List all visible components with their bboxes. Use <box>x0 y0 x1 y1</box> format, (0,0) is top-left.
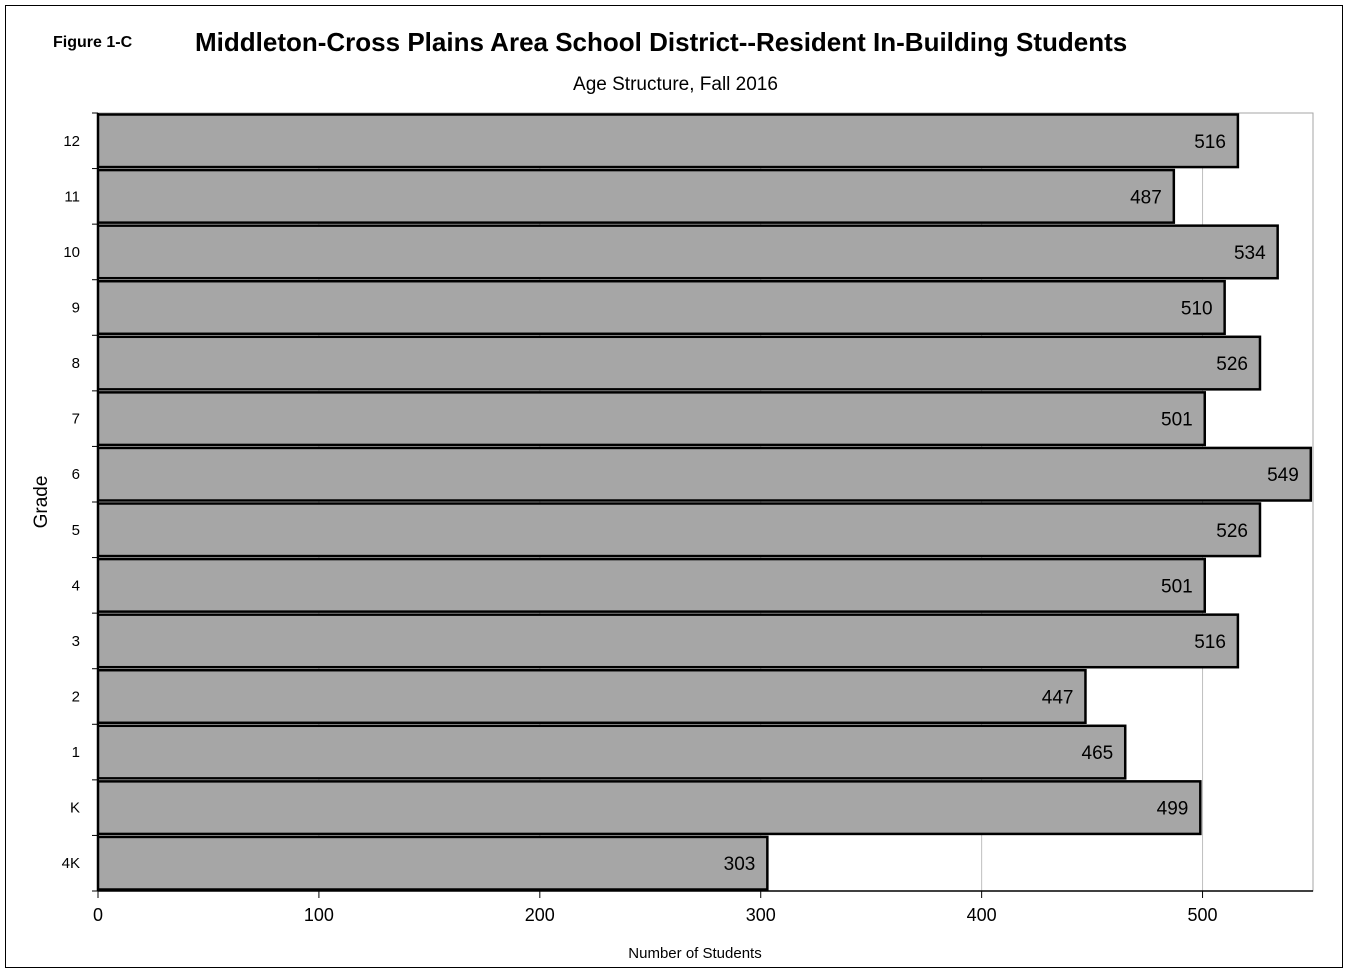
bars: 303 499 465 447 516 501 526 549 501 526 510 534 487 5… <box>96 113 1313 891</box>
y-tick-label: 12 <box>63 133 80 150</box>
bar <box>96 335 1262 391</box>
data-label: 501 <box>1161 576 1193 597</box>
data-label: 526 <box>1216 521 1248 542</box>
bar <box>96 279 1226 336</box>
y-tick-label: K <box>70 800 80 817</box>
y-tick-label: 5 <box>72 522 80 539</box>
data-label: 487 <box>1130 187 1162 208</box>
data-label: 447 <box>1042 688 1074 709</box>
bar <box>96 780 1202 836</box>
x-axis-label: Number of Students <box>628 945 761 962</box>
data-label: 501 <box>1161 410 1193 431</box>
y-tick-label: 11 <box>64 188 80 205</box>
data-label: 465 <box>1082 743 1114 764</box>
data-label: 499 <box>1157 799 1189 820</box>
y-tick-label: 4K <box>62 855 80 872</box>
y-tick-label: 6 <box>72 466 80 483</box>
bar <box>96 446 1313 502</box>
data-label: 516 <box>1194 632 1226 653</box>
x-tick-label: 100 <box>304 905 334 925</box>
figure-label: Figure 1-C <box>53 34 133 51</box>
x-tick-label: 500 <box>1188 905 1218 925</box>
y-tick-label: 2 <box>72 689 80 706</box>
x-tick-label: 0 <box>93 905 103 925</box>
x-tick-label: 200 <box>525 905 555 925</box>
bar <box>96 724 1127 780</box>
data-label: 510 <box>1181 299 1213 320</box>
y-tick-label: 1 <box>72 744 80 761</box>
bar <box>96 613 1240 669</box>
data-label: 516 <box>1194 132 1226 153</box>
y-axis-label: Grade <box>31 476 52 529</box>
bar <box>96 502 1262 558</box>
data-label: 534 <box>1234 243 1266 264</box>
bar <box>96 391 1207 447</box>
y-tick-label: 8 <box>72 355 80 372</box>
x-tick-label: 400 <box>967 905 997 925</box>
y-tick-label: 3 <box>72 633 80 650</box>
bar <box>96 113 1240 169</box>
bar <box>96 557 1207 613</box>
x-tick-label: 300 <box>746 905 776 925</box>
data-label: 303 <box>724 854 756 875</box>
chart-title: Middleton-Cross Plains Area School Distr… <box>195 27 1128 57</box>
bar <box>96 835 769 891</box>
y-tick-label: 7 <box>72 411 80 428</box>
chart-subtitle: Age Structure, Fall 2016 <box>573 74 778 95</box>
bar <box>96 668 1087 725</box>
y-tick-label: 4 <box>72 577 80 594</box>
y-tick-label: 9 <box>72 300 80 317</box>
data-label: 526 <box>1216 354 1248 375</box>
y-tick-label: 10 <box>63 244 80 261</box>
bar <box>96 224 1279 280</box>
bar <box>96 168 1176 224</box>
data-label: 549 <box>1267 465 1299 486</box>
